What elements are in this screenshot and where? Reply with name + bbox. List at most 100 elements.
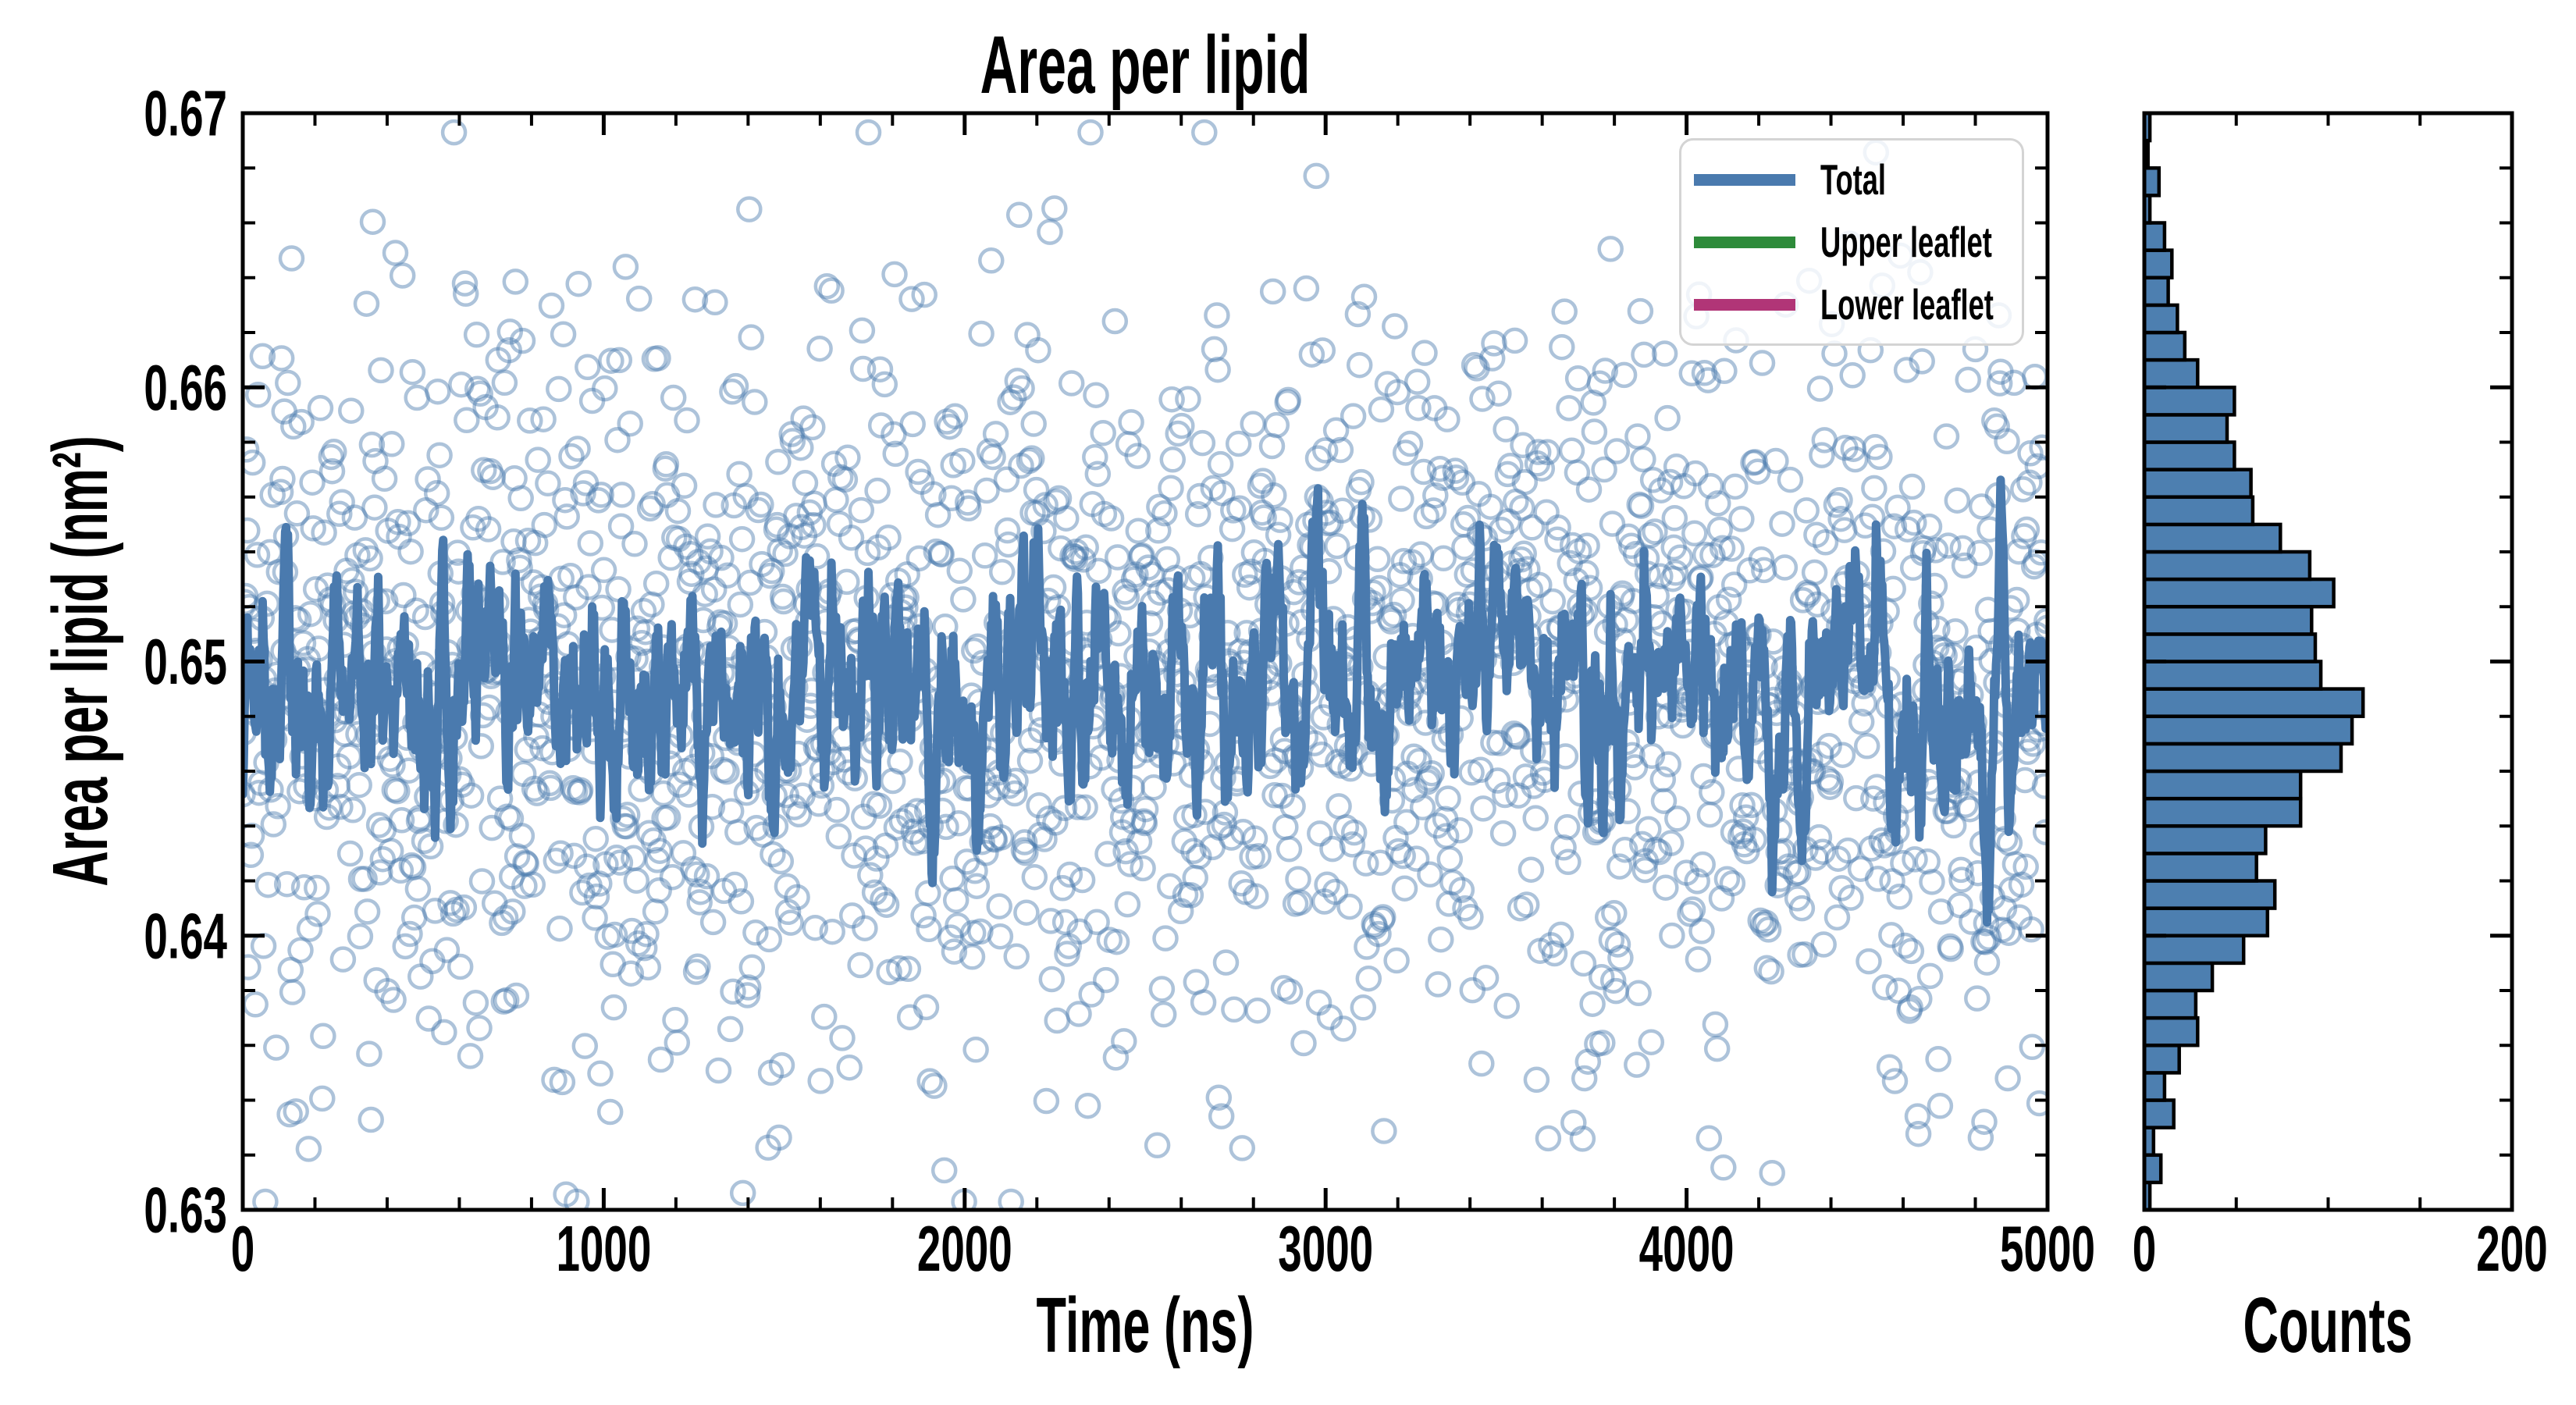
scatter-point — [2001, 369, 2027, 397]
scatter-point — [1477, 493, 1504, 520]
scatter-point — [399, 358, 426, 386]
scatter-point — [825, 823, 852, 850]
scatter-point — [1436, 891, 1462, 917]
scatter-point — [1221, 996, 1247, 1023]
scatter-point — [1747, 907, 1774, 934]
scatter-point — [774, 898, 802, 926]
scatter-point — [1897, 994, 1923, 1021]
scatter-point — [1201, 336, 1228, 363]
scatter-point — [1005, 201, 1033, 229]
scatter-point — [302, 576, 329, 603]
scatter-point — [1468, 1050, 1495, 1077]
scatter-point — [1984, 413, 2010, 440]
scatter-point — [1503, 723, 1530, 749]
scatter-point — [677, 541, 704, 567]
scatter-point — [1558, 437, 1585, 464]
scatter-point — [439, 900, 467, 927]
scatter-point — [1944, 487, 1971, 514]
scatter-point — [1120, 566, 1147, 593]
scatter-point — [1755, 916, 1782, 943]
scatter-point — [300, 515, 326, 542]
scatter-point — [1304, 445, 1332, 471]
scatter-point — [388, 807, 415, 834]
scatter-point — [1177, 882, 1204, 909]
scatter-point — [1245, 843, 1272, 870]
scatter-point — [1061, 543, 1087, 570]
scatter-point — [1744, 458, 1771, 485]
scatter-point — [558, 443, 585, 470]
scatter-point — [1828, 875, 1856, 902]
scatter-point — [1397, 430, 1424, 457]
histogram-bar — [2142, 550, 2312, 582]
scatter-point — [1751, 557, 1777, 584]
histogram-bar — [2142, 386, 2236, 417]
scatter-point — [566, 779, 593, 806]
scatter-point — [250, 933, 277, 959]
scatter-point — [1392, 439, 1419, 466]
scatter-point — [1628, 493, 1655, 519]
scatter-point — [1919, 869, 1945, 895]
scatter-point — [1305, 989, 1332, 1016]
scatter-point — [1088, 745, 1115, 771]
scatter-point — [1452, 895, 1478, 922]
scatter-point — [565, 270, 592, 297]
scatter-point — [419, 948, 446, 975]
scatter-point — [2029, 434, 2048, 461]
scatter-point — [1856, 948, 1882, 975]
scatter-point — [982, 421, 1009, 447]
scatter-point — [486, 785, 514, 812]
scatter-point — [1389, 842, 1416, 870]
scatter-point — [920, 481, 947, 507]
scatter-point — [2008, 871, 2035, 898]
scatter-point — [493, 987, 520, 1014]
scatter-point — [596, 1098, 624, 1126]
scatter-point — [1355, 965, 1382, 992]
histogram-bar — [2142, 166, 2161, 197]
scatter-point — [1242, 883, 1269, 909]
scatter-point — [1041, 195, 1068, 222]
scatter-point — [1688, 918, 1715, 944]
scatter-point — [2011, 523, 2037, 550]
scatter-point — [1730, 818, 1756, 845]
scatter-point — [1400, 743, 1427, 770]
scatter-point — [621, 845, 647, 872]
scatter-point — [727, 591, 754, 618]
scatter-point — [1651, 340, 1678, 367]
scatter-point — [1472, 965, 1500, 991]
scatter-point — [953, 848, 980, 875]
scatter-point — [531, 511, 558, 539]
scatter-point — [1012, 839, 1039, 866]
scatter-point — [571, 1033, 599, 1059]
scatter-point — [407, 963, 434, 990]
scatter-point — [367, 859, 393, 886]
scatter-point — [823, 486, 849, 514]
scatter-point — [1557, 550, 1583, 577]
scatter-point — [1866, 443, 1893, 471]
scatter-point — [1191, 119, 1218, 146]
scatter-point — [945, 912, 971, 939]
scatter-point — [824, 796, 850, 823]
x-tick-label: 0 — [231, 1212, 255, 1285]
scatter-point — [1180, 838, 1207, 865]
scatter-point — [1816, 733, 1842, 759]
scatter-point — [1535, 1125, 1562, 1152]
scatter-point — [1861, 475, 1888, 502]
scatter-point — [1219, 515, 1246, 542]
plot-title-wrap: Area per lipid — [980, 24, 1669, 106]
scatter-point — [519, 871, 546, 898]
scatter-point — [1220, 497, 1247, 524]
scatter-point — [1898, 937, 1925, 965]
scatter-point — [838, 902, 866, 929]
scatter-point — [267, 478, 294, 506]
scatter-point — [1128, 543, 1155, 570]
scatter-point — [503, 843, 531, 870]
scatter-point — [1659, 922, 1685, 949]
scatter-point — [950, 586, 977, 613]
scatter-point — [457, 1043, 484, 1069]
scatter-point — [968, 320, 994, 347]
scatter-point — [509, 327, 536, 354]
scatter-point — [500, 898, 526, 925]
scatter-point — [1425, 971, 1452, 998]
scatter-point — [674, 407, 700, 434]
scatter-point — [1803, 521, 1830, 548]
